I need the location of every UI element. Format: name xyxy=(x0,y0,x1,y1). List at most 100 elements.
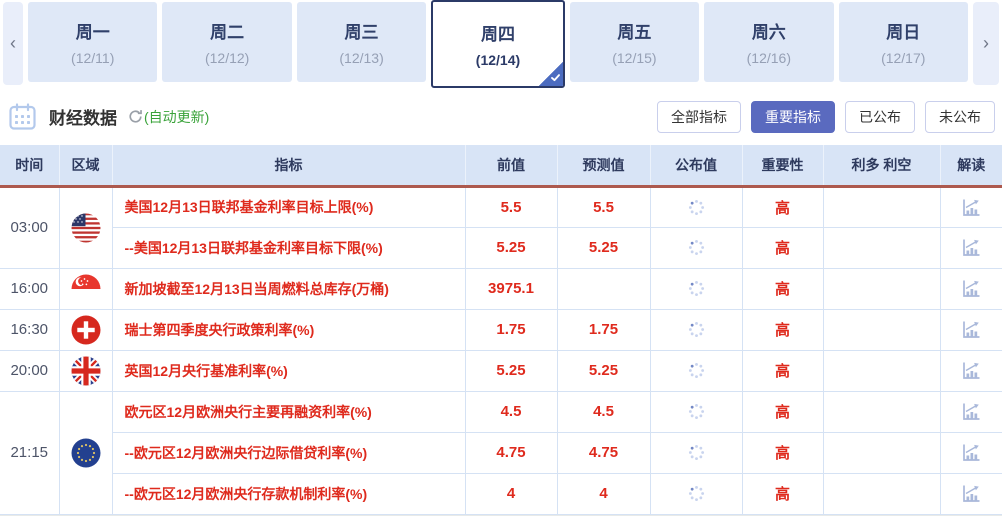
col-published: 公布值 xyxy=(650,145,743,188)
tab-12-13[interactable]: 周三 (12/13) xyxy=(296,2,427,82)
forecast-value: 1.75 xyxy=(556,308,651,351)
check-icon xyxy=(538,62,563,86)
previous-value: 3975.1 xyxy=(464,267,558,310)
page-title: 财经数据 xyxy=(49,109,117,128)
tab-12-16[interactable]: 周六 (12/16) xyxy=(704,2,834,82)
forecast-value: 4 xyxy=(556,472,651,515)
switzerland-flag xyxy=(58,308,113,351)
table-row: 20:00 英国12月央行基准利率(%) 5.25 5.25 高 xyxy=(0,349,1002,392)
filter-button-active[interactable]: 重要指标 xyxy=(751,100,835,133)
refresh-icon[interactable] xyxy=(128,109,143,124)
table-row: --欧元区12月欧洲央行存款机制利率(%) 4 4 高 xyxy=(0,472,1002,515)
tab-date-label: (12/16) xyxy=(746,50,791,66)
table-header-row: 时间 区域 指标 前值 预测值 公布值 重要性 利多 利空 解读 xyxy=(0,145,1002,188)
time-cell: 16:00 xyxy=(0,267,60,310)
indicator-link[interactable]: 欧元区12月欧洲央行主要再融资利率(%) xyxy=(111,390,466,433)
chart-icon[interactable] xyxy=(939,226,1002,269)
previous-value: 5.25 xyxy=(464,349,558,392)
indicator-link[interactable]: 新加坡截至12月13日当周燃料总库存(万桶) xyxy=(111,267,466,310)
previous-value: 4.5 xyxy=(464,390,558,433)
chart-icon[interactable] xyxy=(939,431,1002,474)
indicator-link[interactable]: --欧元区12月欧洲央行边际借贷利率(%) xyxy=(112,431,466,474)
table-row: 21:15 欧元区12月欧洲央行主要再融资利率(%) 4.5 4.5 高 xyxy=(0,390,1002,515)
tab-date-label: (12/15) xyxy=(612,50,657,66)
eu-flag xyxy=(58,390,113,515)
tab-day-label: 周三 xyxy=(344,23,379,42)
chart-icon[interactable] xyxy=(939,185,1002,228)
tab-day-label: 周二 xyxy=(210,23,245,42)
tab-date-label: (12/11) xyxy=(71,50,115,66)
bullish-bearish-cell xyxy=(822,472,941,515)
tab-12-15[interactable]: 周五 (12/15) xyxy=(569,2,700,82)
tab-day-label: 周五 xyxy=(617,23,652,42)
col-bullish-bearish: 利多 利空 xyxy=(823,145,941,188)
spinner-icon xyxy=(649,390,743,433)
forecast-value: 5.25 xyxy=(556,349,651,392)
filter-button-inactive[interactable]: 未公布 xyxy=(925,100,995,133)
filter-buttons: 全部指标 重要指标 已公布 未公布 xyxy=(657,100,995,133)
importance-cell: 高 xyxy=(741,267,824,310)
indicator-link[interactable]: 英国12月央行基准利率(%) xyxy=(111,349,466,392)
next-week-arrow-icon[interactable]: › xyxy=(973,2,999,85)
importance-cell: 高 xyxy=(741,472,824,515)
us-flag xyxy=(58,185,113,269)
chart-icon[interactable] xyxy=(939,267,1002,310)
bottom-divider xyxy=(0,514,1002,516)
col-interpretation: 解读 xyxy=(940,145,1002,188)
importance-cell: 高 xyxy=(741,308,824,351)
previous-value: 5.25 xyxy=(464,226,558,269)
spinner-icon xyxy=(649,226,743,269)
auto-update-label: (自动更新) xyxy=(144,108,210,125)
tab-12-11[interactable]: 周一 (12/11) xyxy=(28,2,158,82)
filter-button-inactive[interactable]: 已公布 xyxy=(845,100,915,133)
indicator-link[interactable]: 美国12月13日联邦基金利率目标上限(%) xyxy=(111,185,466,228)
bullish-bearish-cell xyxy=(822,267,941,310)
day-tabs: 周一 (12/11) 周二 (12/12) 周三 (12/13) 周四 (12/14) 周五 (1… xyxy=(23,0,973,88)
tab-12-17[interactable]: 周日 (12/17) xyxy=(838,2,968,82)
table-row: --美国12月13日联邦基金利率目标下限(%) 5.25 5.25 高 xyxy=(0,226,1002,269)
econ-table-body: 03:00 美国12月13日联邦基金利率目标上限(%) 5.5 5.5 高 --美国12月… xyxy=(0,185,1002,515)
bullish-bearish-cell xyxy=(822,349,941,392)
table-row: 03:00 美国12月13日联邦基金利率目标上限(%) 5.5 5.5 高 xyxy=(0,185,1002,269)
prev-week-arrow-icon[interactable]: ‹ xyxy=(3,2,23,85)
tab-day-label: 周日 xyxy=(886,23,921,42)
econ-data-table: 时间 区域 指标 前值 预测值 公布值 重要性 利多 利空 解读 03:00 美国… xyxy=(0,145,1002,515)
forecast-value: 4.75 xyxy=(556,431,651,474)
forecast-value xyxy=(556,267,651,310)
bullish-bearish-cell xyxy=(822,390,941,433)
filter-button-inactive[interactable]: 全部指标 xyxy=(657,100,741,133)
indicator-link[interactable]: --欧元区12月欧洲央行存款机制利率(%) xyxy=(112,472,466,515)
tab-12-14[interactable]: 周四 (12/14) xyxy=(431,0,565,88)
tab-date-label: (12/17) xyxy=(881,50,926,66)
col-forecast: 预测值 xyxy=(557,145,651,188)
forecast-value: 5.5 xyxy=(556,185,651,228)
importance-cell: 高 xyxy=(741,349,824,392)
chart-icon[interactable] xyxy=(939,390,1002,433)
tab-12-12[interactable]: 周二 (12/12) xyxy=(162,2,292,82)
tab-day-label: 周一 xyxy=(75,23,110,42)
tab-day-label: 周六 xyxy=(751,23,786,42)
tab-date-label: (12/12) xyxy=(204,50,250,66)
indicator-link[interactable]: --美国12月13日联邦基金利率目标下限(%) xyxy=(112,226,466,269)
spinner-icon xyxy=(649,431,743,474)
importance-cell: 高 xyxy=(741,226,824,269)
tab-date-label: (12/13) xyxy=(339,50,384,66)
col-time: 时间 xyxy=(0,145,60,188)
time-cell: 21:15 xyxy=(0,390,60,515)
col-previous: 前值 xyxy=(465,145,558,188)
spinner-icon xyxy=(649,185,743,228)
chart-icon[interactable] xyxy=(939,472,1002,515)
section-header: 财经数据 (自动更新) 全部指标 重要指标 已公布 未公布 xyxy=(0,88,1002,145)
tab-date-label: (12/14) xyxy=(475,52,521,68)
col-region: 区域 xyxy=(59,145,113,188)
tab-day-label: 周四 xyxy=(480,25,515,44)
chart-icon[interactable] xyxy=(939,349,1002,392)
bullish-bearish-cell xyxy=(822,308,941,351)
day-tab-bar: ‹ 周一 (12/11) 周二 (12/12) 周三 (12/13) 周四 (12/14) 周五… xyxy=(0,0,1002,88)
previous-value: 4.75 xyxy=(464,431,558,474)
table-row: --欧元区12月欧洲央行边际借贷利率(%) 4.75 4.75 高 xyxy=(0,431,1002,474)
col-importance: 重要性 xyxy=(742,145,824,188)
table-row: 16:00 新加坡截至12月13日当周燃料总库存(万桶) 3975.1 高 xyxy=(0,267,1002,310)
chart-icon[interactable] xyxy=(939,308,1002,351)
indicator-link[interactable]: 瑞士第四季度央行政策利率(%) xyxy=(111,308,466,351)
